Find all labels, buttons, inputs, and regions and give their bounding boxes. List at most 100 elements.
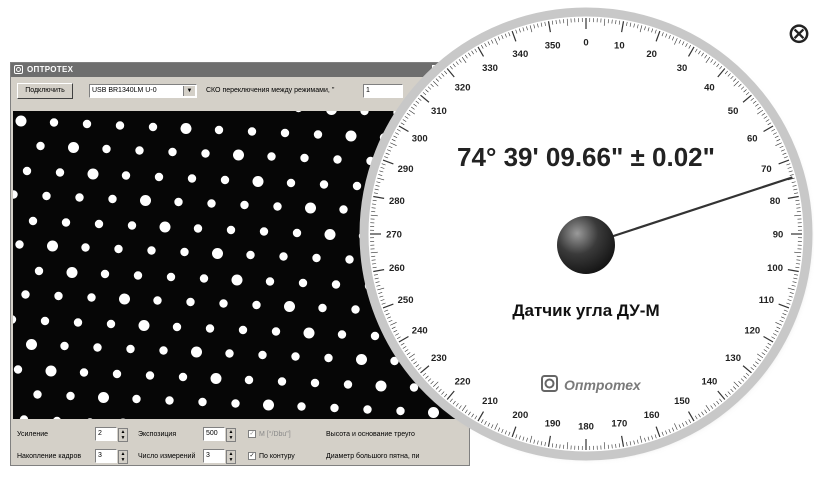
camera-spot <box>132 394 141 404</box>
gain-spinner[interactable]: ▲ ▼ <box>118 428 128 442</box>
dial-scale-label: 90 <box>773 230 784 241</box>
dial-tick <box>786 302 791 305</box>
accumulation-value: 3 <box>98 452 102 459</box>
camera-spot <box>326 111 337 115</box>
dial-tick <box>398 125 409 133</box>
dial-tick <box>704 409 708 414</box>
dial-tick <box>387 149 391 152</box>
dial-tick <box>372 263 377 265</box>
dial-tick <box>698 50 701 55</box>
dial-tick <box>390 322 397 326</box>
camera-spot <box>207 199 216 208</box>
camera-spot <box>13 190 18 199</box>
camera-spot <box>154 172 164 182</box>
camera-spot <box>396 406 405 416</box>
camera-spot <box>119 293 130 305</box>
dial-tick <box>384 156 389 159</box>
dial-tick <box>701 411 704 416</box>
m-checkbox[interactable]: ✓ <box>248 430 256 438</box>
dial-tick <box>788 295 793 298</box>
camera-spot <box>153 296 162 305</box>
camera-select[interactable]: USB BR1340LM U-0 ▼ <box>89 84 197 98</box>
camera-spot <box>279 252 288 261</box>
m-label: M [°/Dbu"] <box>259 431 291 438</box>
dial-tick <box>540 22 543 27</box>
dial-tick <box>468 411 471 416</box>
dial-tick <box>381 302 386 305</box>
dial-tick <box>781 149 785 152</box>
dial-scale-label: 80 <box>770 196 781 207</box>
angle-reading: 74° 39' 09.66" ± 0.02" <box>457 142 715 172</box>
dial-tick <box>757 106 761 110</box>
dial-tick <box>379 170 384 173</box>
dial-tick <box>763 349 768 352</box>
dial-tick <box>504 430 507 435</box>
dial-scale-label: 300 <box>412 134 428 145</box>
gain-input[interactable]: 2 ▲ ▼ <box>95 427 128 442</box>
connect-button[interactable]: Подключить <box>17 83 73 99</box>
dial-tick <box>411 106 415 110</box>
dial-scale-label: 190 <box>545 419 561 430</box>
camera-spot <box>226 225 236 235</box>
exposure-spinner[interactable]: ▲ ▼ <box>226 428 236 442</box>
camera-spot <box>300 153 309 163</box>
camera-spot <box>19 415 29 419</box>
dial-tick <box>501 35 504 39</box>
dial-scale-label: 150 <box>674 396 690 407</box>
camera-spot <box>428 407 439 418</box>
contour-checkbox[interactable]: ✓ <box>248 452 256 460</box>
dial-tick <box>458 59 462 63</box>
height-label: Высота и основание треуго <box>326 431 415 438</box>
dial-tick <box>529 25 533 33</box>
accumulation-input[interactable]: 3 ▲ ▼ <box>95 449 128 464</box>
dial-scale-label: 40 <box>704 82 715 93</box>
dial-tick <box>705 56 711 63</box>
dial-tick <box>618 20 621 25</box>
dial-tick <box>406 352 411 356</box>
dial-scale-label: 160 <box>644 410 660 421</box>
dial-scale-label: 260 <box>389 263 405 274</box>
dial-tick <box>787 166 792 169</box>
close-circle-icon[interactable]: ⨂ <box>789 20 809 44</box>
dial-tick <box>537 23 539 28</box>
camera-spot <box>252 176 264 187</box>
dial-tick <box>474 48 478 53</box>
dial-tick <box>633 440 635 445</box>
dial-tick <box>674 38 678 45</box>
sko-input[interactable]: 1 <box>363 84 403 98</box>
dial-tick <box>474 415 478 420</box>
dial-tick <box>487 422 491 427</box>
accumulation-spinner[interactable]: ▲ ▼ <box>118 450 128 464</box>
dial-scale-label: 210 <box>482 396 498 407</box>
dial-tick <box>508 431 511 436</box>
measurement-count-spinner[interactable]: ▲ ▼ <box>226 450 236 464</box>
dial-tick <box>370 251 378 254</box>
camera-spot <box>55 168 65 177</box>
camera-spot <box>45 365 57 377</box>
dial-tick <box>763 335 774 343</box>
dial-tick <box>782 152 787 155</box>
camera-spot <box>108 194 117 204</box>
exposure-input[interactable]: 500 ▲ ▼ <box>203 427 236 442</box>
camera-select-value: USB BR1340LM U-0 <box>92 87 157 94</box>
dial-tick <box>402 346 407 349</box>
measurement-count-input[interactable]: 3 ▲ ▼ <box>203 449 236 464</box>
camera-spot <box>318 303 327 313</box>
camera-spot <box>284 301 295 312</box>
camera-spot <box>94 219 104 229</box>
dial-tick <box>698 413 701 418</box>
dial-tick <box>654 434 657 439</box>
dial-tick <box>452 400 456 405</box>
gain-value: 2 <box>98 430 102 437</box>
dial-tick <box>385 152 390 155</box>
chevron-down-icon[interactable]: ▼ <box>183 86 195 96</box>
dial-scale-label: 320 <box>455 82 471 93</box>
dial-tick <box>438 75 442 80</box>
dial-tick <box>774 329 779 333</box>
dial-tick <box>752 364 757 368</box>
dial-tick <box>382 159 394 165</box>
camera-spot <box>303 327 315 339</box>
camera-spot <box>324 353 333 363</box>
camera-spot <box>180 123 192 134</box>
camera-spot <box>225 349 234 358</box>
